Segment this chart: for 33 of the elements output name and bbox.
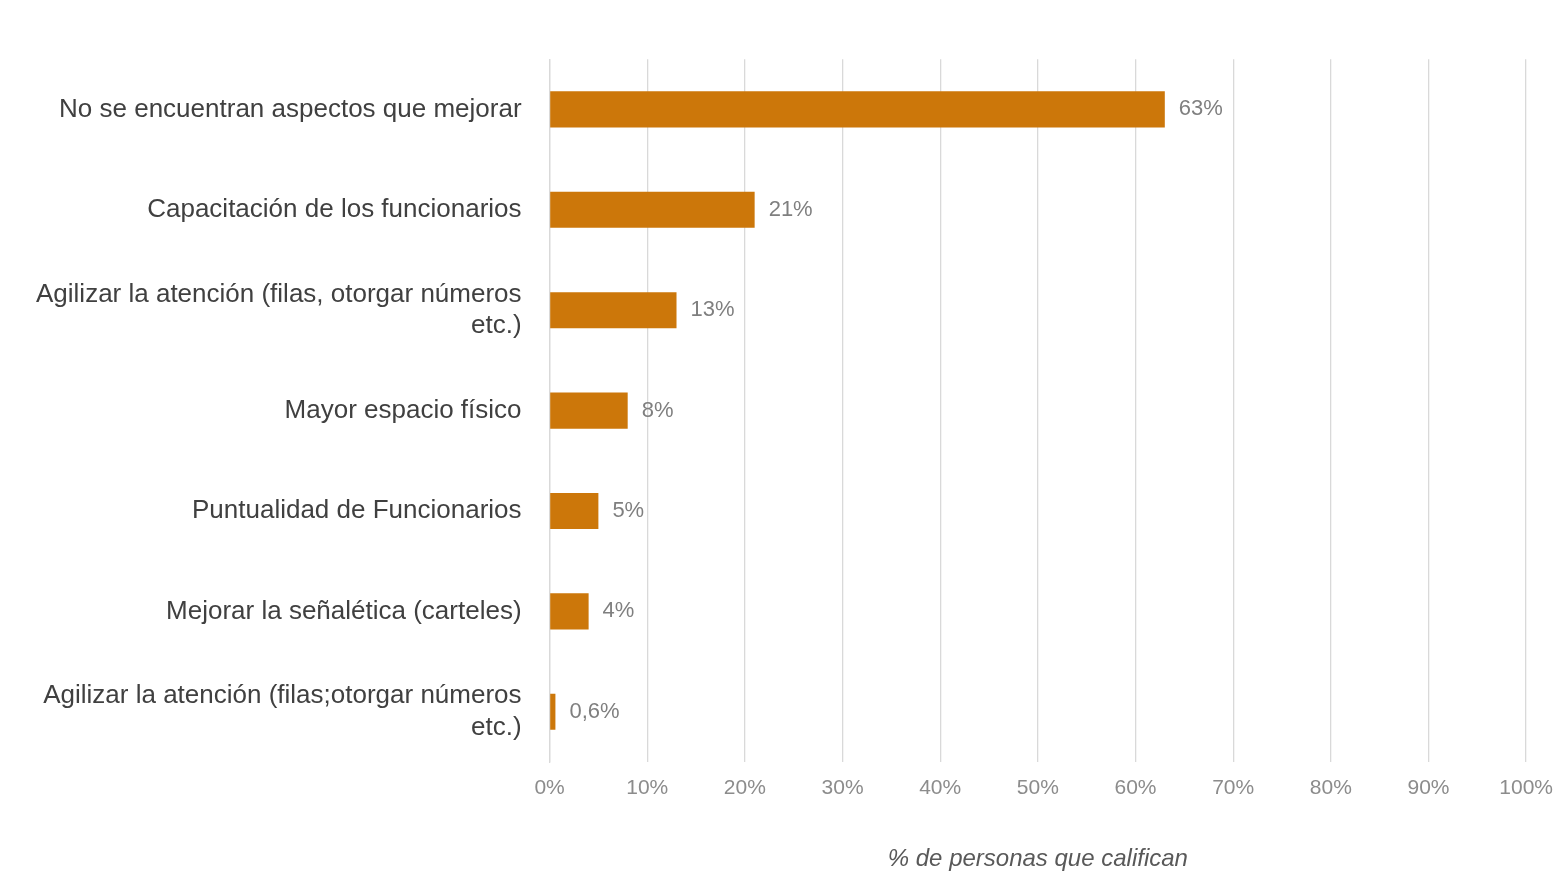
x-tick-label: 60% xyxy=(1114,775,1157,799)
y-tick-label: Capacitación de los funcionarios xyxy=(147,192,522,223)
data-label: 13% xyxy=(690,296,735,322)
y-tick-label: No se encuentran aspectos que mejorar xyxy=(59,92,522,123)
x-tick-label: 80% xyxy=(1309,775,1352,799)
x-tick-label: 30% xyxy=(821,775,864,799)
data-label: 4% xyxy=(602,597,635,623)
bar xyxy=(550,392,628,429)
x-tick-label: 0% xyxy=(534,775,565,799)
bar xyxy=(550,292,677,329)
bar xyxy=(550,593,589,630)
x-tick-label: 90% xyxy=(1407,775,1450,799)
x-tick-label: 100% xyxy=(1499,775,1553,799)
data-label: 5% xyxy=(612,497,645,523)
data-label: 8% xyxy=(641,396,674,422)
x-tick-label: 50% xyxy=(1016,775,1059,799)
data-label: 0,6% xyxy=(569,697,620,723)
y-tick-label: Mejorar la señalética (carteles) xyxy=(166,594,522,625)
bar xyxy=(550,191,755,228)
bar xyxy=(550,693,556,730)
y-tick-label: Mayor espacio físico xyxy=(284,393,522,424)
x-tick-label: 10% xyxy=(626,775,669,799)
y-tick-label: Agilizar la atención (filas, otorgar números etc.) xyxy=(36,277,522,339)
y-tick-label: Puntualidad de Funcionarios xyxy=(192,494,522,525)
x-tick-label: 70% xyxy=(1212,775,1255,799)
data-label: 63% xyxy=(1178,95,1223,121)
y-tick-label: Agilizar la atención (filas;otorgar números etc.) xyxy=(43,679,522,741)
x-tick-label: 20% xyxy=(723,775,766,799)
bar xyxy=(550,91,1165,128)
data-label: 21% xyxy=(768,195,813,221)
x-axis-title: % de personas que califican xyxy=(887,844,1188,872)
bar xyxy=(550,492,599,530)
x-tick-label: 40% xyxy=(919,775,962,799)
